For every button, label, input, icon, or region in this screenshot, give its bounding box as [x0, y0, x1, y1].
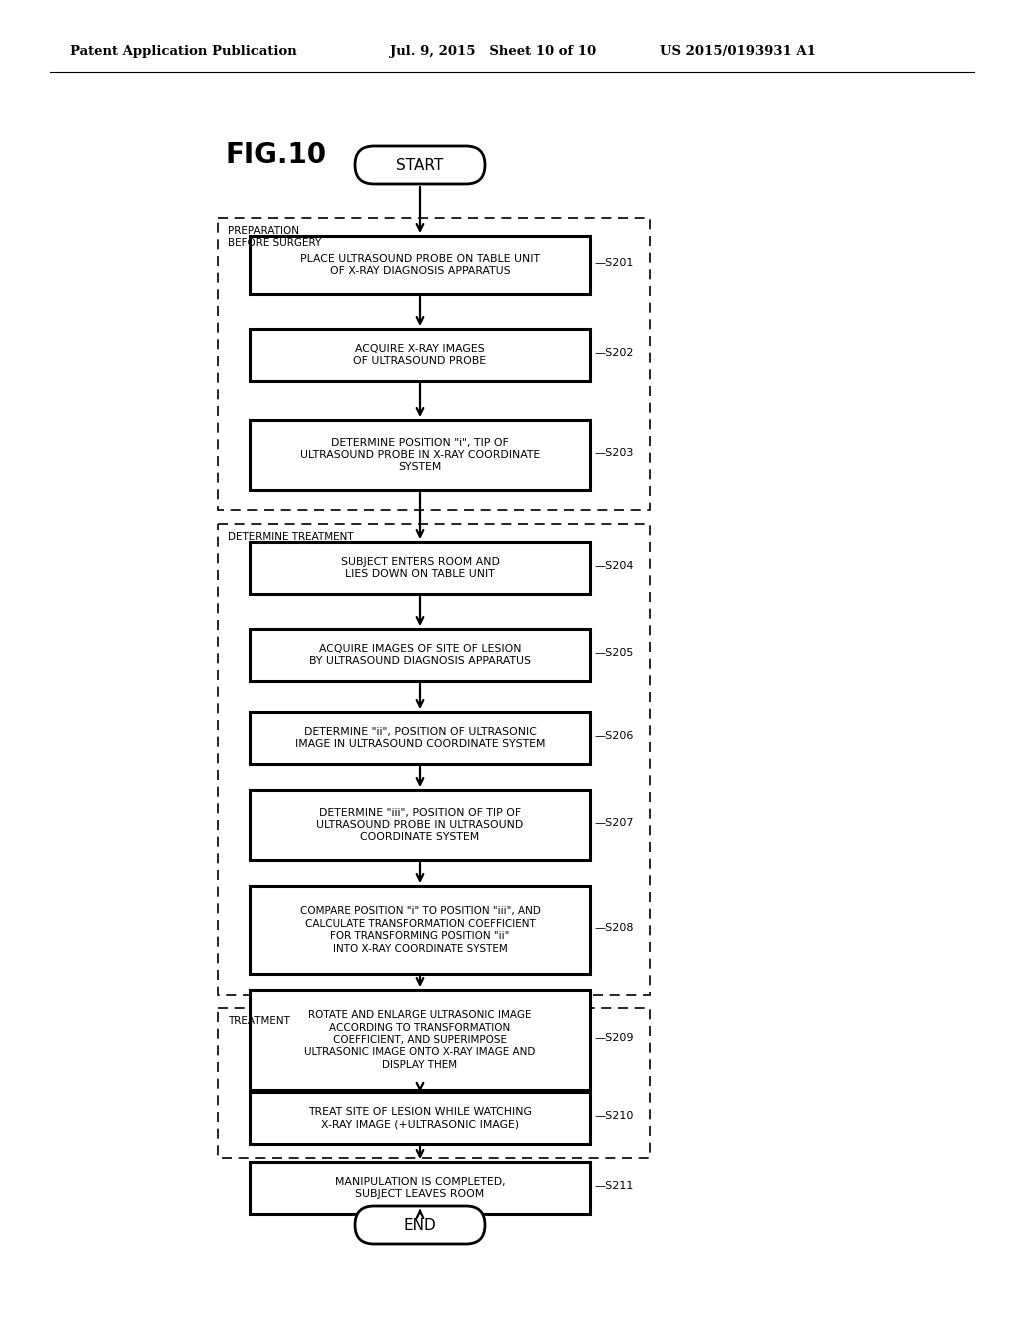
Bar [250, 236, 590, 294]
Text: TREATMENT: TREATMENT [228, 1016, 290, 1026]
Text: ROTATE AND ENLARGE ULTRASONIC IMAGE
ACCORDING TO TRANSFORMATION
COEFFICIENT, AND: ROTATE AND ENLARGE ULTRASONIC IMAGE ACCO… [304, 1010, 536, 1069]
FancyBboxPatch shape [355, 1206, 485, 1243]
Text: —S208: —S208 [594, 923, 634, 933]
Text: COMPARE POSITION "i" TO POSITION "iii", AND
CALCULATE TRANSFORMATION COEFFICIENT: COMPARE POSITION "i" TO POSITION "iii", … [300, 907, 541, 953]
Bar [218, 218, 650, 510]
Bar [250, 711, 590, 764]
Text: SUBJECT ENTERS ROOM AND
LIES DOWN ON TABLE UNIT: SUBJECT ENTERS ROOM AND LIES DOWN ON TAB… [341, 557, 500, 579]
Bar [250, 543, 590, 594]
Text: END: END [403, 1217, 436, 1233]
Text: —S204: —S204 [594, 561, 634, 572]
Text: DETERMINE "iii", POSITION OF TIP OF
ULTRASOUND PROBE IN ULTRASOUND
COORDINATE SY: DETERMINE "iii", POSITION OF TIP OF ULTR… [316, 808, 523, 842]
Text: —S209: —S209 [594, 1034, 634, 1043]
Text: START: START [396, 157, 443, 173]
Bar [250, 630, 590, 681]
Text: —S202: —S202 [594, 348, 634, 358]
Bar [250, 420, 590, 490]
Text: —S205: —S205 [594, 648, 634, 657]
Text: PLACE ULTRASOUND PROBE ON TABLE UNIT
OF X-RAY DIAGNOSIS APPARATUS: PLACE ULTRASOUND PROBE ON TABLE UNIT OF … [300, 253, 540, 276]
Text: US 2015/0193931 A1: US 2015/0193931 A1 [660, 45, 816, 58]
Bar [250, 329, 590, 381]
Bar [250, 1092, 590, 1144]
Text: TREAT SITE OF LESION WHILE WATCHING
X-RAY IMAGE (+ULTRASONIC IMAGE): TREAT SITE OF LESION WHILE WATCHING X-RA… [308, 1106, 531, 1129]
Text: FIG.10: FIG.10 [225, 141, 326, 169]
Text: —S207: —S207 [594, 818, 634, 828]
Text: DETERMINE POSITION "i", TIP OF
ULTRASOUND PROBE IN X-RAY COORDINATE
SYSTEM: DETERMINE POSITION "i", TIP OF ULTRASOUN… [300, 438, 540, 473]
Text: Patent Application Publication: Patent Application Publication [70, 45, 297, 58]
Bar [250, 1162, 590, 1214]
Bar [218, 524, 650, 995]
Text: —S203: —S203 [594, 447, 634, 458]
Text: ACQUIRE X-RAY IMAGES
OF ULTRASOUND PROBE: ACQUIRE X-RAY IMAGES OF ULTRASOUND PROBE [353, 343, 486, 366]
Bar [250, 789, 590, 861]
Bar [218, 1008, 650, 1158]
Bar [250, 990, 590, 1090]
Text: DETERMINE "ii", POSITION OF ULTRASONIC
IMAGE IN ULTRASOUND COORDINATE SYSTEM: DETERMINE "ii", POSITION OF ULTRASONIC I… [295, 727, 545, 750]
Text: —S210: —S210 [594, 1111, 634, 1121]
Text: —S211: —S211 [594, 1181, 634, 1191]
Bar [250, 886, 590, 974]
Text: ACQUIRE IMAGES OF SITE OF LESION
BY ULTRASOUND DIAGNOSIS APPARATUS: ACQUIRE IMAGES OF SITE OF LESION BY ULTR… [309, 644, 531, 667]
Text: PREPARATION
BEFORE SURGERY: PREPARATION BEFORE SURGERY [228, 226, 322, 248]
Text: —S206: —S206 [594, 731, 634, 741]
Text: —S201: —S201 [594, 257, 634, 268]
FancyBboxPatch shape [355, 147, 485, 183]
Text: Jul. 9, 2015   Sheet 10 of 10: Jul. 9, 2015 Sheet 10 of 10 [390, 45, 596, 58]
Text: MANIPULATION IS COMPLETED,
SUBJECT LEAVES ROOM: MANIPULATION IS COMPLETED, SUBJECT LEAVE… [335, 1177, 505, 1199]
Text: DETERMINE TREATMENT: DETERMINE TREATMENT [228, 532, 353, 543]
